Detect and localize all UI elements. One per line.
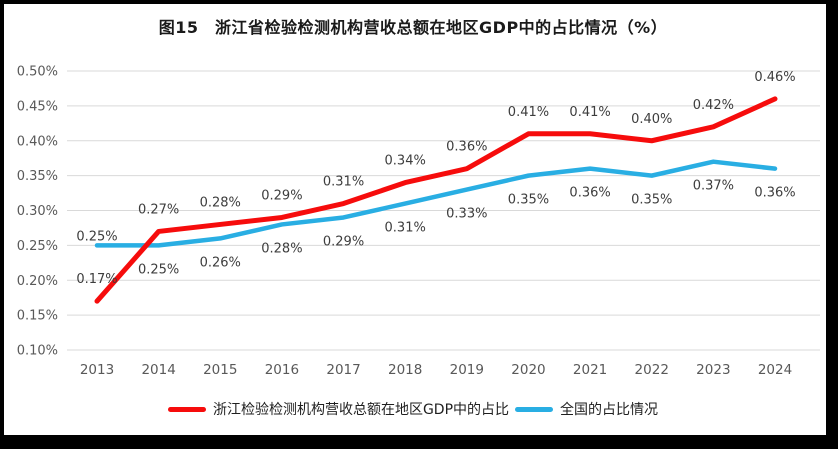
data-label-zhejiang: 0.28% [200, 195, 241, 210]
y-tick-label: 0.25% [17, 239, 58, 254]
image-border-left [0, 0, 4, 449]
data-label-zhejiang: 0.40% [631, 112, 672, 127]
x-tick-label: 2021 [573, 362, 607, 378]
y-tick-label: 0.15% [17, 309, 58, 324]
series-line-national [94, 159, 778, 248]
data-label-national: 0.36% [569, 186, 610, 201]
data-label-national: 0.35% [631, 193, 672, 208]
data-label-national: 0.35% [508, 193, 549, 208]
data-label-zhejiang: 0.34% [385, 154, 426, 169]
y-tick-label: 0.40% [17, 134, 58, 149]
x-tick-label: 2019 [450, 362, 484, 378]
data-label-national: 0.25% [138, 262, 179, 277]
image-border-top [0, 0, 838, 4]
y-tick-label: 0.45% [17, 99, 58, 114]
data-label-zhejiang: 0.31% [323, 175, 364, 190]
chart-title: 图15 浙江省检验检测机构营收总额在地区GDP中的占比情况（%） [158, 18, 668, 37]
x-tick-label: 2013 [80, 362, 114, 378]
legend-swatch-zhejiang [167, 406, 206, 412]
x-tick-label: 2017 [326, 362, 360, 378]
series-line-zhejiang [94, 96, 778, 304]
x-tick-label: 2022 [635, 362, 669, 378]
y-tick-label: 0.30% [17, 204, 58, 219]
legend-item-national: 全国的占比情况 [515, 399, 658, 419]
data-label-zhejiang: 0.41% [508, 105, 549, 120]
y-tick-label: 0.20% [17, 274, 58, 289]
data-label-zhejiang: 0.17% [76, 272, 117, 287]
x-tick-label: 2023 [696, 362, 730, 378]
data-label-zhejiang: 0.36% [446, 140, 487, 155]
data-label-zhejiang: 0.27% [138, 202, 179, 217]
data-label-national: 0.29% [323, 234, 364, 249]
legend-label-national: 全国的占比情况 [560, 402, 659, 418]
data-label-zhejiang: 0.42% [693, 98, 734, 113]
x-tick-label: 2024 [758, 362, 792, 378]
y-tick-label: 0.35% [17, 169, 58, 184]
data-label-national: 0.25% [76, 229, 117, 244]
x-tick-label: 2016 [265, 362, 299, 378]
chart-legend: 浙江检验检测机构营收总额在地区GDP中的占比 全国的占比情况 [0, 399, 826, 419]
legend-swatch-national [515, 406, 554, 412]
x-tick-label: 2014 [141, 362, 175, 378]
y-tick-label: 0.10% [17, 344, 58, 359]
y-tick-label: 0.50% [17, 65, 58, 80]
data-label-zhejiang: 0.46% [754, 70, 795, 85]
data-label-zhejiang: 0.29% [261, 188, 302, 203]
data-label-national: 0.28% [261, 241, 302, 256]
legend-label-zhejiang: 浙江检验检测机构营收总额在地区GDP中的占比 [212, 402, 510, 418]
data-label-national: 0.33% [446, 207, 487, 222]
x-tick-label: 2015 [203, 362, 237, 378]
data-label-national: 0.26% [200, 255, 241, 270]
data-label-national: 0.37% [693, 179, 734, 194]
x-tick-label: 2018 [388, 362, 422, 378]
image-border-bottom [0, 435, 838, 449]
legend-item-zhejiang: 浙江检验检测机构营收总额在地区GDP中的占比 [167, 399, 510, 419]
image-border-right [826, 0, 838, 449]
data-label-national: 0.31% [385, 221, 426, 236]
data-label-national: 0.36% [754, 186, 795, 201]
x-tick-label: 2020 [511, 362, 545, 378]
data-label-zhejiang: 0.41% [569, 105, 610, 120]
